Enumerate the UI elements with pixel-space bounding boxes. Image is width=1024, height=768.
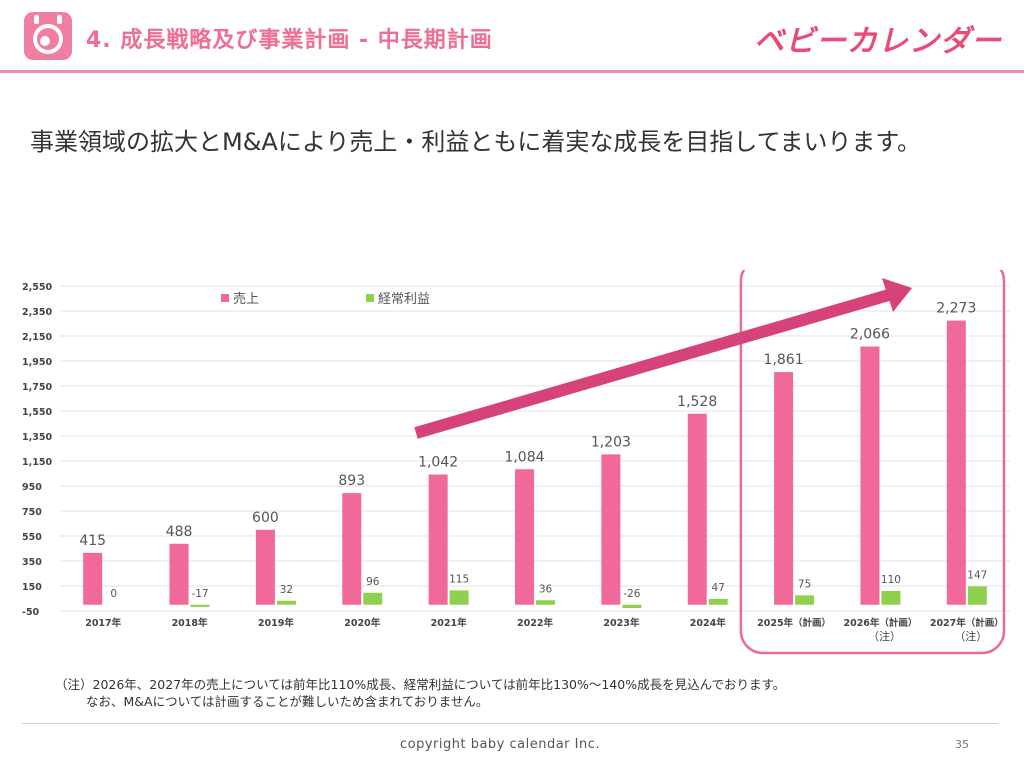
legend-label: 経常利益 <box>378 292 430 307</box>
sales-profit-chart: -501503505507509501,1501,3501,5501,7501,… <box>22 270 1010 655</box>
sales-bar <box>601 454 621 605</box>
profit-bar <box>881 591 901 605</box>
y-tick-label: 750 <box>22 507 42 518</box>
profit-data-label: 32 <box>280 584 293 596</box>
profit-data-label: -26 <box>623 588 640 600</box>
y-tick-label: 1,550 <box>22 407 52 418</box>
legend-label: 売上 <box>233 291 259 307</box>
y-tick-label: 1,750 <box>22 382 52 393</box>
profit-bar <box>363 592 383 605</box>
y-tick-label: 1,150 <box>22 457 52 468</box>
y-tick-label: 1,350 <box>22 432 52 443</box>
legend-swatch <box>221 294 229 302</box>
y-tick-label: -50 <box>22 607 40 618</box>
sales-data-label: 415 <box>79 533 106 549</box>
profit-data-label: 47 <box>712 582 725 594</box>
profit-bar <box>622 604 642 608</box>
sales-data-label: 1,203 <box>591 434 631 450</box>
sales-bar <box>515 469 534 605</box>
x-tick-note: （注） <box>868 629 901 643</box>
profit-data-label: 115 <box>449 573 469 585</box>
x-tick-label: 2017年 <box>85 617 121 629</box>
x-tick-label: 2020年 <box>344 617 380 629</box>
legend-swatch <box>366 294 374 302</box>
sales-data-label: 488 <box>166 524 193 540</box>
x-tick-label: 2018年 <box>172 617 208 629</box>
sales-bar <box>83 552 103 605</box>
footnote-2: なお、M&Aについては計画することが難しいため含まれておりません。 <box>86 694 489 709</box>
x-tick-label: 2023年 <box>603 617 639 629</box>
sales-data-label: 1,528 <box>677 394 717 410</box>
profit-bar <box>449 590 469 605</box>
sales-data-label: 2,066 <box>850 327 890 343</box>
sales-data-label: 1,042 <box>418 455 458 471</box>
y-tick-label: 350 <box>22 557 42 568</box>
sales-bar <box>169 543 189 605</box>
footnote-1: （注）2026年、2027年の売上については前年比110%成長、経常利益について… <box>55 677 786 692</box>
sales-data-label: 1,861 <box>764 352 804 368</box>
y-tick-label: 550 <box>22 532 42 543</box>
trend-arrow-head <box>882 278 912 312</box>
sales-bar <box>946 320 966 605</box>
profit-bar <box>967 586 987 605</box>
plan-highlight-box <box>739 270 1006 655</box>
x-tick-label: 2027年（計画） <box>930 617 1004 629</box>
x-tick-label: 2019年 <box>258 617 294 629</box>
profit-bar <box>536 600 555 605</box>
page-number: 35 <box>955 738 969 751</box>
sales-bar <box>342 493 362 605</box>
profit-data-label: 110 <box>881 574 901 586</box>
y-tick-label: 2,550 <box>22 282 52 293</box>
sales-data-label: 600 <box>252 510 279 526</box>
profit-data-label: 96 <box>366 576 380 588</box>
profit-data-label: -17 <box>191 588 208 600</box>
page-header: 4. 成長戦略及び事業計画 - 中長期計画 ベビーカレンダー <box>0 0 1024 73</box>
profit-data-label: 75 <box>798 578 811 590</box>
x-tick-label: 2021年 <box>431 617 467 629</box>
x-tick-label: 2026年（計画） <box>843 617 917 629</box>
y-tick-label: 2,150 <box>22 332 52 343</box>
sales-bar <box>687 413 707 605</box>
y-tick-label: 150 <box>22 582 42 593</box>
profit-bar <box>708 598 728 605</box>
profit-bar <box>276 600 296 605</box>
x-tick-label: 2024年 <box>690 617 726 629</box>
x-tick-label: 2022年 <box>517 617 553 629</box>
header-divider <box>0 70 1024 73</box>
sales-data-label: 1,084 <box>504 449 544 465</box>
sales-bar <box>774 372 794 605</box>
x-tick-note: （注） <box>954 629 987 643</box>
page-title: 4. 成長戦略及び事業計画 - 中長期計画 <box>86 28 493 53</box>
profit-data-label: 0 <box>110 588 117 600</box>
sales-data-label: 893 <box>338 473 365 489</box>
profit-bar <box>190 604 210 607</box>
sales-bar <box>860 346 880 605</box>
y-tick-label: 2,350 <box>22 307 52 318</box>
profit-bar <box>795 595 815 605</box>
trend-arrow-shaft <box>414 288 894 439</box>
brand-logo: ベビーカレンダー <box>754 24 1002 59</box>
y-tick-label: 950 <box>22 482 42 493</box>
y-tick-label: 1,950 <box>22 357 52 368</box>
baby-calendar-app-icon <box>24 12 72 60</box>
profit-data-label: 147 <box>967 569 987 581</box>
sales-bar <box>255 529 275 605</box>
profit-data-label: 36 <box>539 583 553 595</box>
lead-text: 事業領域の拡大とM&Aにより売上・利益ともに着実な成長を目指してまいります。 <box>30 128 922 156</box>
x-tick-label: 2025年（計画） <box>757 617 831 629</box>
sales-bar <box>428 474 448 605</box>
copyright: copyright baby calendar Inc. <box>399 737 601 752</box>
sales-data-label: 2,273 <box>936 301 976 317</box>
footer-divider <box>22 723 998 724</box>
